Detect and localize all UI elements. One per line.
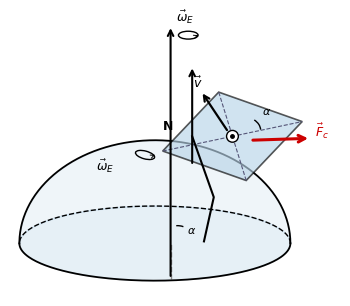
Text: $\alpha$: $\alpha$ [187, 226, 196, 236]
Polygon shape [163, 92, 302, 181]
Text: $\vec{v}$: $\vec{v}$ [193, 76, 203, 91]
Text: $\vec{F}_c$: $\vec{F}_c$ [315, 122, 329, 141]
Text: $\vec{\omega}_E$: $\vec{\omega}_E$ [176, 8, 195, 25]
Text: $\alpha$: $\alpha$ [262, 107, 271, 117]
Text: N: N [162, 121, 173, 133]
Ellipse shape [226, 130, 238, 142]
Polygon shape [19, 206, 290, 281]
Text: $\vec{\omega}_E$: $\vec{\omega}_E$ [96, 157, 114, 175]
